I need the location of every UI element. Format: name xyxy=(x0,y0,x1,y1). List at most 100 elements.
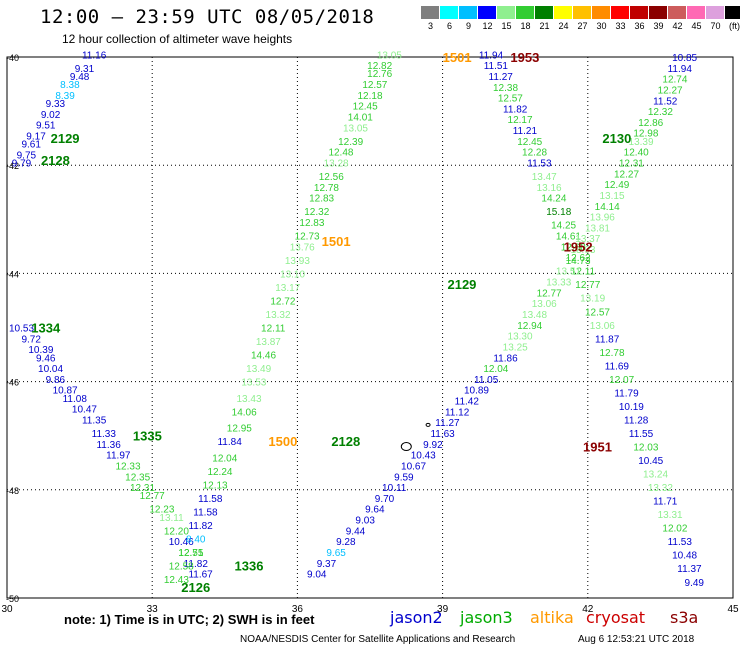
x-tick-label: 42 xyxy=(582,604,594,615)
map-frame xyxy=(6,56,734,599)
wave-height-value: 13.39 xyxy=(629,137,654,148)
wave-height-value: 14.73 xyxy=(566,256,591,267)
wave-height-value: 10.47 xyxy=(72,405,97,416)
wave-height-value: 12.83 xyxy=(299,218,324,229)
wave-height-value: 13.16 xyxy=(537,183,562,194)
color-swatch xyxy=(687,6,706,19)
wave-height-value: 12.62 xyxy=(566,253,591,264)
pass-number-label: 2128 xyxy=(331,434,360,449)
color-swatch xyxy=(573,6,592,19)
color-scale-label: 70 xyxy=(710,21,721,31)
wave-height-value: 9.28 xyxy=(336,537,356,548)
wave-height-value: 14.24 xyxy=(541,194,566,205)
wave-height-value: 10.04 xyxy=(38,364,63,375)
wave-height-value: 9.48 xyxy=(70,72,90,83)
wave-height-value: 12.28 xyxy=(522,148,547,159)
wave-height-value: 9.37 xyxy=(317,559,337,570)
wave-height-value: 9.31 xyxy=(75,64,95,75)
wave-height-value: 9.72 xyxy=(21,334,41,345)
wave-height-value: 11.35 xyxy=(82,415,107,426)
wave-height-value: 12.02 xyxy=(662,524,687,535)
color-scale-label: 18 xyxy=(520,21,531,31)
wave-height-value: 13.93 xyxy=(285,256,310,267)
wave-height-value: 14.01 xyxy=(348,113,373,124)
wave-height-value: 14.14 xyxy=(595,202,620,213)
wave-height-value: 12.68 xyxy=(561,242,586,253)
wave-height-value: 12.98 xyxy=(633,129,658,140)
wave-height-value: 15.18 xyxy=(546,207,571,218)
chart-title: 12:00 – 23:59 UTC 08/05/2018 xyxy=(40,6,375,28)
wave-height-value: 8.38 xyxy=(60,80,80,91)
wave-height-value: 11.97 xyxy=(106,451,131,462)
wave-height-value: 13.24 xyxy=(643,470,668,481)
pass-number-label: 1334 xyxy=(31,321,61,336)
wave-height-value: 9.49 xyxy=(685,578,705,589)
wave-height-value: 13.11 xyxy=(159,513,184,524)
wave-height-value: 14.46 xyxy=(251,351,276,362)
wave-height-value: 11.28 xyxy=(624,415,649,426)
wave-height-value: 9.44 xyxy=(346,526,366,537)
wave-height-value: 12.20 xyxy=(164,526,189,537)
wave-height-value: 12.74 xyxy=(662,75,687,86)
wave-height-value: 9.51 xyxy=(36,121,56,132)
wave-height-value: 13.53 xyxy=(241,378,266,389)
wave-height-value: 13.25 xyxy=(503,342,528,353)
pass-number-label: 2129 xyxy=(447,277,476,292)
wave-height-value: 13.87 xyxy=(256,337,281,348)
wave-height-value: 10.87 xyxy=(53,386,78,397)
wave-height-value: 12.32 xyxy=(648,107,673,118)
wave-height-value: 11.51 xyxy=(484,61,509,72)
wave-height-value: 11.82 xyxy=(188,521,213,532)
wave-height-value: 13.19 xyxy=(580,294,605,305)
wave-height-value: 10.67 xyxy=(401,461,426,472)
wave-height-value: 13.33 xyxy=(546,278,571,289)
wave-height-value: 11.69 xyxy=(605,361,630,372)
wave-height-value: 12.78 xyxy=(599,348,624,359)
wave-height-value: 12.77 xyxy=(140,491,165,502)
wave-height-value: 12.31 xyxy=(130,483,155,494)
x-tick-label: 36 xyxy=(292,604,304,615)
wave-height-value: 10.48 xyxy=(672,551,697,562)
wave-height-value: 10.46 xyxy=(169,537,194,548)
wave-height-value: 12.57 xyxy=(362,80,387,91)
wave-height-value: 13.31 xyxy=(658,510,683,521)
wave-height-value: 12.11 xyxy=(571,267,596,278)
pass-number-label: 1952 xyxy=(564,239,593,254)
wave-height-value: 13.37 xyxy=(575,234,600,245)
pass-number-label: 1953 xyxy=(510,50,539,65)
color-swatch xyxy=(516,6,535,19)
wave-height-value: 8.40 xyxy=(186,534,206,545)
wave-height-value: 11.82 xyxy=(184,559,209,570)
wave-height-value: 13.15 xyxy=(599,191,624,202)
wave-height-value: 10.11 xyxy=(382,483,407,494)
wave-height-value: 12.77 xyxy=(575,280,600,291)
wave-height-value: 11.33 xyxy=(92,429,117,440)
wave-height-value: 11.12 xyxy=(445,407,470,418)
wave-height-value: 12.45 xyxy=(353,102,378,113)
wave-height-value: 9.59 xyxy=(394,472,414,483)
wave-height-value: 11.94 xyxy=(479,50,504,61)
wave-height-value: 14.61 xyxy=(556,232,581,243)
pass-number-label: 1336 xyxy=(235,559,264,574)
wave-height-value: 13.96 xyxy=(590,213,615,224)
wave-height-value: 12.04 xyxy=(483,364,508,375)
wave-height-value: 13.48 xyxy=(522,310,547,321)
chart-subtitle: 12 hour collection of altimeter wave hei… xyxy=(62,32,293,46)
pass-number-label: 1500 xyxy=(268,434,297,449)
wave-height-value: 9.75 xyxy=(17,150,37,161)
wave-height-value: 10.39 xyxy=(28,345,53,356)
y-tick-label: -40 xyxy=(6,53,19,63)
wave-height-value: 11.84 xyxy=(217,437,242,448)
color-scale-label: 9 xyxy=(465,21,471,31)
wave-height-value: 13.49 xyxy=(246,364,271,375)
wave-height-value: 9.04 xyxy=(307,570,327,581)
wave-height-value: 12.35 xyxy=(125,472,150,483)
wave-height-value: 11.16 xyxy=(82,50,107,61)
wave-height-value: 11.58 xyxy=(198,494,223,505)
wave-height-value: 11.05 xyxy=(474,375,499,386)
color-swatch xyxy=(459,6,478,19)
wave-height-value: 10.89 xyxy=(464,386,489,397)
color-scale-label: 15 xyxy=(501,21,512,31)
color-swatch xyxy=(611,6,630,19)
wave-height-value: 11.53 xyxy=(668,537,693,548)
